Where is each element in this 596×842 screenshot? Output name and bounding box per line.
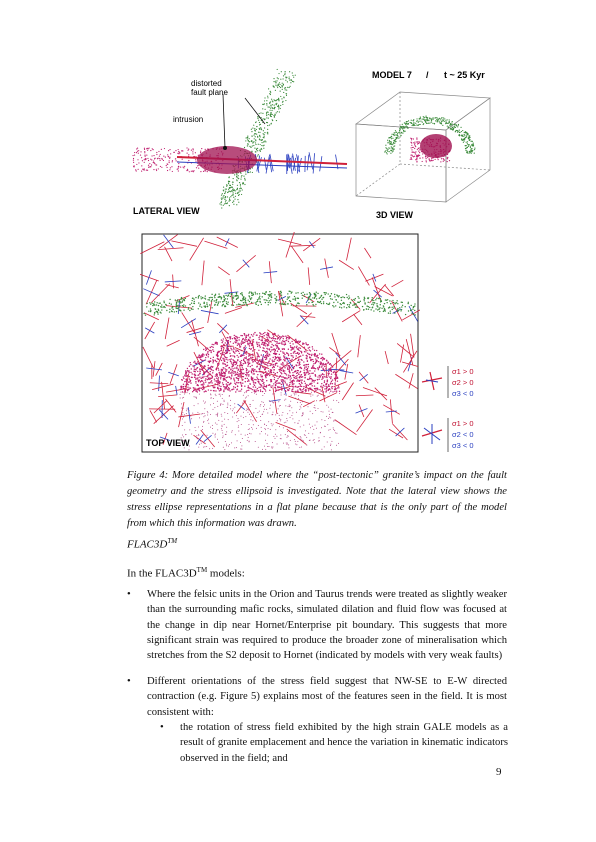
bullet-text: Where the felsic units in the Orion and … [147, 589, 507, 662]
heading-sup: TM [167, 537, 178, 545]
intrusion-leader-line [222, 93, 226, 149]
model-sep: / [426, 70, 429, 80]
fault-label-2: fault plane [191, 88, 228, 97]
time-label: t ~ 25 Kyr [444, 70, 485, 80]
bullet-text: Different orientations of the stress fie… [147, 676, 507, 718]
page-number: 9 [496, 766, 502, 778]
section-heading: FLAC3DTM [127, 537, 177, 551]
top-view-panel: TOP VIEW [140, 232, 420, 453]
fault-label-1: distorted [191, 79, 222, 88]
bullet-symbol: • [127, 676, 131, 687]
lateral-view-label: LATERAL VIEW [133, 206, 200, 216]
intrusion-body [197, 146, 257, 174]
legend1-s3: σ3 < 0 [452, 389, 474, 398]
legend2-s2: σ2 < 0 [452, 430, 474, 439]
intrusion-leader-dot [223, 146, 227, 150]
sub-bullet-text: the rotation of stress field exhibited b… [180, 722, 508, 764]
3d-view-label: 3D VIEW [376, 210, 414, 220]
legend-symbol-1 [421, 371, 443, 391]
legend2-s3: σ3 < 0 [452, 441, 474, 450]
figure-caption: Figure 4: More detailed model where the … [127, 470, 507, 529]
intro-line: In the FLAC3DTM models: [127, 566, 245, 580]
intrusion-label: intrusion [173, 115, 203, 124]
top-scatter [143, 290, 416, 451]
legend1-s2: σ2 > 0 [452, 378, 474, 387]
heading-text: FLAC3D [127, 538, 168, 551]
intro-post: models: [207, 567, 245, 580]
sub-bullet-symbol: • [160, 722, 164, 733]
3d-intrusion-body [420, 134, 452, 158]
lateral-view-panel: distorted fault plane intrusion LATERAL … [132, 68, 348, 216]
intro-pre: In the FLAC3D [127, 567, 197, 580]
intro-sup: TM [196, 566, 208, 574]
legend-symbol-2 [421, 424, 443, 444]
fault-leader-line [244, 97, 266, 125]
3d-view-panel: MODEL 7 / t ~ 25 Kyr 3D VIEW [355, 70, 491, 220]
legend1-s1: σ1 > 0 [452, 367, 474, 376]
stress-legend: σ1 > 0 σ2 > 0 σ3 < 0 σ1 > 0 σ2 < 0 σ3 < … [421, 366, 474, 452]
legend2-s1: σ1 > 0 [452, 419, 474, 428]
bullet-symbol: • [127, 589, 131, 600]
top-view-label: TOP VIEW [146, 438, 190, 448]
lateral-scatter [132, 68, 339, 209]
model-label: MODEL 7 [372, 70, 412, 80]
